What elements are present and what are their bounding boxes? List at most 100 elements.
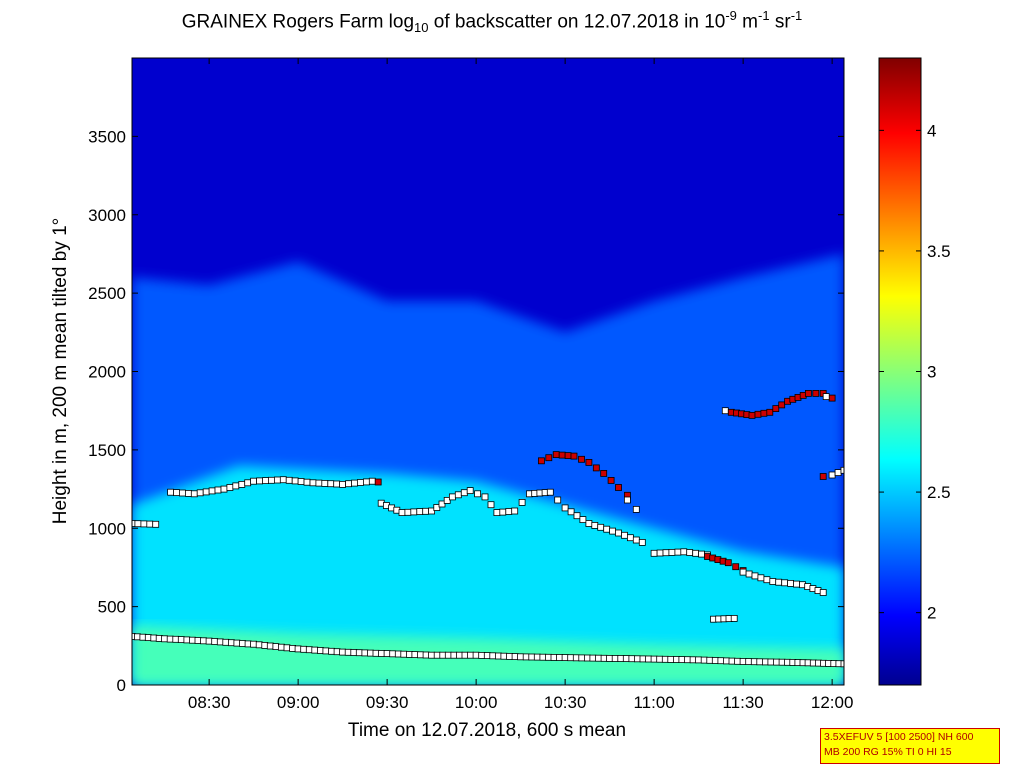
- x-axis-label: Time on 12.07.2018, 600 s mean: [348, 720, 626, 741]
- marker-point: [754, 410, 762, 418]
- marker-point: [634, 655, 641, 663]
- marker-point: [400, 650, 408, 658]
- marker-point: [222, 638, 230, 646]
- marker-point: [617, 655, 625, 662]
- marker-point: [781, 579, 789, 587]
- marker-point: [689, 656, 697, 664]
- marker-point: [711, 657, 719, 664]
- colorbar-tick-label: 2.5: [927, 483, 951, 502]
- marker-point: [745, 570, 753, 578]
- marker-point: [300, 645, 308, 653]
- y-tick-label: 1500: [88, 441, 126, 460]
- marker-point: [624, 496, 631, 504]
- marker-point: [595, 654, 602, 662]
- marker-point: [606, 655, 613, 662]
- marker-point: [767, 658, 775, 666]
- marker-point: [184, 489, 192, 497]
- x-tick-label: 12:00: [811, 693, 854, 712]
- marker-point: [368, 477, 376, 485]
- marker-point: [355, 649, 363, 657]
- marker-point: [273, 476, 281, 484]
- marker-point: [474, 490, 482, 498]
- marker-point: [167, 488, 175, 496]
- marker-point: [638, 539, 646, 546]
- marker-point: [678, 656, 686, 663]
- marker-point: [417, 651, 424, 659]
- marker-point: [455, 651, 463, 659]
- marker-point: [812, 389, 820, 397]
- marker-point: [303, 478, 311, 486]
- marker-point: [196, 489, 204, 497]
- marker-point: [545, 454, 553, 462]
- marker-point: [739, 568, 747, 576]
- marker-point: [700, 656, 708, 664]
- marker-point: [404, 508, 412, 516]
- x-tick-label: 11:00: [633, 693, 674, 712]
- marker-point: [662, 549, 670, 557]
- marker-point: [500, 652, 508, 660]
- marker-point: [283, 644, 291, 652]
- y-tick-label: 2000: [88, 363, 126, 382]
- marker-point: [351, 479, 358, 487]
- marker-point: [211, 638, 219, 645]
- marker-point: [611, 655, 619, 662]
- marker-point: [723, 657, 730, 665]
- marker-point: [339, 648, 347, 656]
- marker-point: [656, 655, 664, 663]
- marker-point: [389, 650, 397, 658]
- marker-point: [505, 508, 513, 515]
- marker-point: [567, 508, 575, 516]
- marker-point: [667, 656, 675, 663]
- marker-point: [398, 509, 406, 517]
- marker-point: [591, 522, 599, 529]
- marker-point: [600, 654, 608, 662]
- marker-point: [461, 651, 469, 659]
- marker-point: [443, 496, 451, 504]
- marker-point: [748, 411, 756, 419]
- marker-point: [383, 650, 391, 657]
- marker-point: [615, 484, 622, 491]
- y-tick-label: 3500: [88, 127, 126, 146]
- marker-point: [539, 653, 547, 661]
- marker-point: [724, 559, 732, 567]
- marker-point: [411, 651, 419, 658]
- marker-point: [819, 589, 827, 596]
- marker-point: [487, 501, 495, 509]
- marker-point: [766, 408, 774, 416]
- y-tick-label: 0: [117, 676, 126, 695]
- marker-point: [573, 512, 581, 520]
- marker-point: [550, 654, 558, 661]
- x-tick-label: 10:30: [544, 693, 587, 712]
- marker-point: [730, 615, 738, 622]
- marker-point: [328, 647, 335, 655]
- x-tick-label: 11:30: [722, 693, 763, 712]
- marker-point: [322, 647, 330, 655]
- marker-point: [668, 549, 676, 556]
- marker-point: [762, 658, 769, 666]
- marker-point: [556, 654, 563, 661]
- marker-point: [828, 471, 836, 479]
- marker-point: [558, 451, 566, 459]
- marker-point: [177, 636, 185, 643]
- marker-point: [311, 646, 319, 654]
- marker-point: [374, 478, 382, 486]
- marker-point: [597, 523, 605, 531]
- marker-point: [161, 635, 169, 643]
- marker-point: [793, 580, 800, 588]
- marker-point: [294, 645, 302, 653]
- marker-point: [627, 534, 634, 542]
- y-tick-label: 1000: [88, 519, 126, 538]
- marker-point: [570, 452, 578, 460]
- marker-point: [134, 520, 142, 528]
- marker-point: [692, 549, 700, 557]
- marker-point: [146, 520, 154, 528]
- marker-point: [277, 643, 285, 651]
- colorbar-tick-label: 4: [927, 121, 936, 140]
- marker-point: [564, 452, 572, 460]
- marker-point: [522, 653, 530, 661]
- marker-point: [661, 655, 669, 663]
- marker-point: [572, 654, 580, 662]
- marker-point: [585, 458, 593, 466]
- marker-point: [173, 489, 180, 497]
- marker-point: [684, 656, 691, 664]
